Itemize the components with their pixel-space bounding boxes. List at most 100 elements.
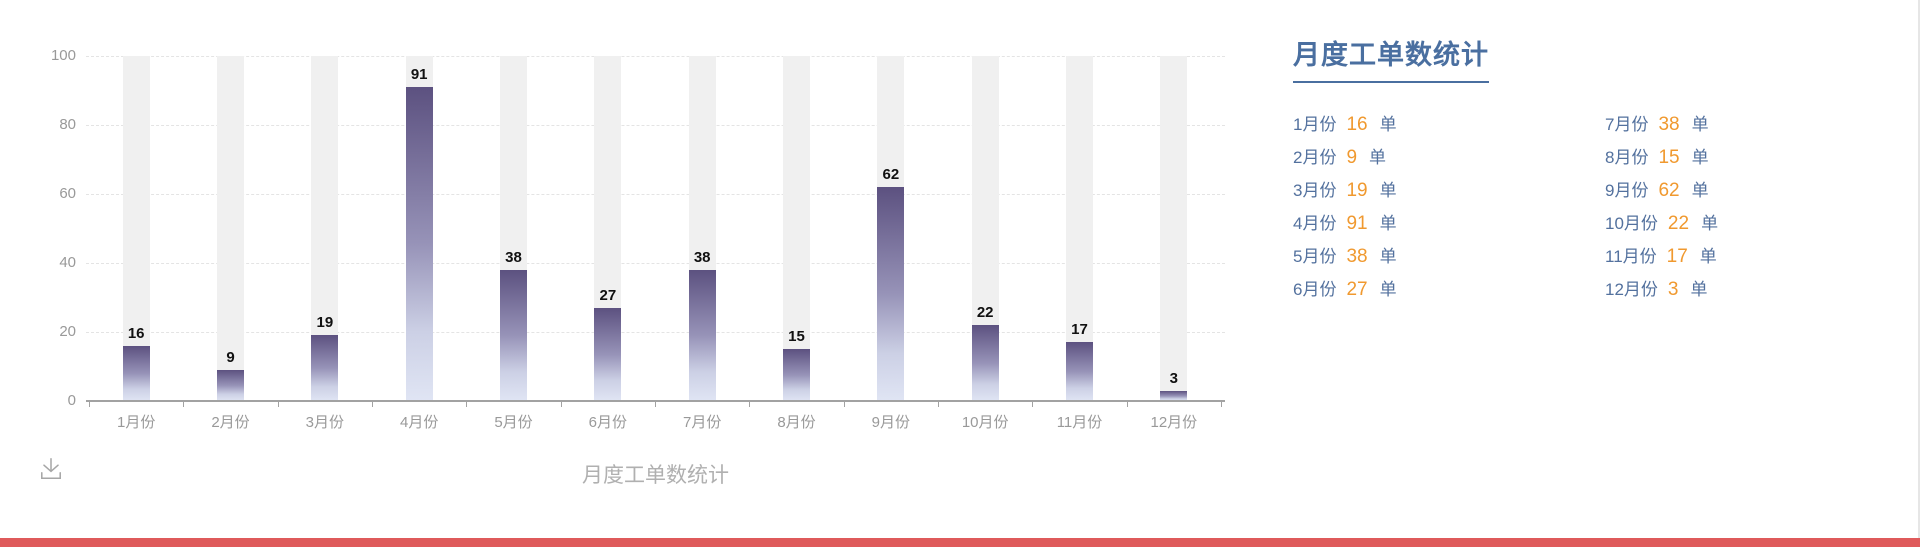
x-axis-label-1月份: 1月份: [116, 414, 156, 431]
bar-chart-plot: 0 20 40 60 80 100 16 1月份 9 2月份 19 3月份 91 4月份 38 5月份 27 6月…: [50, 47, 1225, 431]
summary-item-9月份: 9月份 62 单: [1605, 181, 1718, 201]
summary-item-6月份: 6月份 27 单: [1293, 280, 1853, 300]
y-axis-label-20: 20: [59, 323, 76, 340]
x-axis-label-11月份: 11月份: [1056, 414, 1103, 431]
summary-month-value: 91: [1346, 213, 1368, 234]
summary-month-label: 1月份: [1293, 115, 1337, 134]
summary-month-label: 12月份: [1605, 280, 1658, 299]
bar-1月份[interactable]: [122, 345, 150, 401]
summary-item-8月份: 8月份 15 单: [1605, 148, 1718, 168]
summary-item-2月份: 2月份 9 单: [1293, 148, 1853, 168]
bar-value-label-9月份: 62: [882, 166, 900, 184]
bar-10月份[interactable]: [971, 325, 999, 401]
summary-panel: 月度工单数统计 1月份 16 单 2月份 9 单 3月份 19 单 4月份 91 单 5月份 38 单 6月份…: [1293, 33, 1853, 313]
x-axis-tick: [938, 402, 939, 407]
bar-4月份[interactable]: [405, 87, 433, 401]
gridline-20: [86, 332, 1225, 333]
summary-unit-label: 单: [1379, 214, 1397, 233]
bar-value-label-4月份: 91: [410, 66, 428, 84]
summary-item-12月份: 12月份 3 单: [1605, 280, 1718, 300]
summary-item-7月份: 7月份 38 单: [1605, 115, 1718, 135]
x-axis-tick: [749, 402, 751, 407]
summary-month-value: 17: [1666, 246, 1688, 267]
bar-3月份[interactable]: [311, 335, 339, 401]
summary-item-3月份: 3月份 19 单: [1293, 181, 1853, 201]
x-axis-label-5月份: 5月份: [494, 414, 533, 431]
summary-item-4月份: 4月份 91 单: [1293, 214, 1853, 234]
bar-5月份[interactable]: [500, 269, 527, 401]
gridline-40: [86, 263, 1225, 264]
y-axis-label-0: 0: [67, 392, 76, 409]
x-axis-tick: [89, 402, 90, 407]
summary-column-2: 7月份 38 单 8月份 15 单 9月份 62 单 10月份 22 单 11月份 17 单 12月份 3 单: [1605, 115, 1718, 313]
x-axis-tick: [372, 402, 373, 407]
summary-month-label: 5月份: [1293, 247, 1337, 266]
download-icon: [41, 457, 61, 479]
summary-item-11月份: 11月份 17 单: [1605, 247, 1718, 267]
summary-month-value: 19: [1346, 180, 1368, 201]
bar-7月份[interactable]: [688, 269, 716, 401]
summary-unit-label: 单: [1701, 214, 1719, 233]
x-axis-line: [86, 400, 1225, 402]
summary-column-1: 1月份 16 单 2月份 9 单 3月份 19 单 4月份 91 单 5月份 38 单 6月份 27 单: [1293, 115, 1853, 300]
gridline-60: [86, 194, 1225, 195]
summary-month-value: 15: [1658, 147, 1680, 168]
summary-unit-label: 单: [1379, 115, 1397, 134]
download-chart-button[interactable]: [34, 452, 68, 486]
y-axis-label-100: 100: [50, 47, 76, 64]
gridline-80: [86, 125, 1225, 126]
bar-value-label-6月份: 27: [599, 286, 617, 304]
summary-unit-label: 单: [1379, 247, 1397, 266]
bar-value-label-10月份: 22: [976, 304, 994, 322]
summary-month-value: 16: [1346, 114, 1368, 135]
bar-11月份[interactable]: [1066, 342, 1093, 401]
x-axis-tick: [560, 402, 562, 407]
x-axis-label-6月份: 6月份: [588, 414, 627, 431]
summary-month-value: 38: [1346, 246, 1368, 267]
x-axis-label-10月份: 10月份: [961, 414, 1009, 431]
x-axis-label-4月份: 4月份: [399, 414, 439, 431]
bar-6月份[interactable]: [594, 307, 622, 401]
x-axis-label-12月份: 12月份: [1150, 414, 1198, 431]
summary-title: 月度工单数统计: [1293, 33, 1489, 83]
bar-9月份[interactable]: [877, 187, 905, 401]
bar-value-label-11月份: 17: [1071, 321, 1088, 339]
summary-unit-label: 单: [1691, 148, 1709, 167]
x-axis-tick: [1032, 402, 1034, 407]
bar-2月份[interactable]: [217, 369, 244, 401]
bar-12月份[interactable]: [1160, 390, 1188, 401]
bar-value-label-8月份: 15: [788, 328, 805, 346]
summary-month-label: 6月份: [1293, 280, 1337, 299]
x-axis-label-3月份: 3月份: [305, 414, 344, 431]
x-axis-label-7月份: 7月份: [682, 414, 722, 431]
summary-month-label: 2月份: [1293, 148, 1337, 167]
bar-value-label-3月份: 19: [316, 314, 334, 332]
summary-unit-label: 单: [1691, 115, 1709, 134]
y-axis-label-40: 40: [59, 254, 76, 271]
summary-unit-label: 单: [1691, 181, 1709, 200]
summary-month-value: 22: [1667, 213, 1690, 234]
bar-value-label-7月份: 38: [693, 248, 711, 266]
summary-unit-label: 单: [1369, 148, 1387, 167]
x-axis-tick: [277, 402, 279, 407]
x-axis-tick: [466, 402, 468, 407]
background-band-12月份: [1160, 56, 1188, 401]
summary-unit-label: 单: [1699, 247, 1717, 266]
right-edge-divider: [1918, 0, 1920, 538]
x-axis-tick: [1221, 402, 1222, 407]
bar-value-label-1月份: 16: [127, 324, 145, 342]
summary-unit-label: 单: [1690, 280, 1708, 299]
summary-month-value: 3: [1667, 279, 1679, 300]
bar-8月份[interactable]: [783, 349, 810, 401]
x-axis-tick: [655, 402, 656, 407]
bar-value-label-12月份: 3: [1169, 369, 1178, 387]
summary-month-value: 62: [1658, 180, 1680, 201]
monthly-orders-chart-card: 0 20 40 60 80 100 16 1月份 9 2月份 19 3月份 91 4月份 38 5月份 27 6月…: [34, 47, 1225, 487]
summary-month-value: 38: [1658, 114, 1680, 135]
x-axis-tick: [183, 402, 185, 407]
summary-columns: 1月份 16 单 2月份 9 单 3月份 19 单 4月份 91 单 5月份 38 单 6月份 27 单 7月份 3…: [1293, 115, 1853, 300]
x-axis-tick: [1126, 402, 1128, 407]
y-axis-label-80: 80: [59, 116, 76, 133]
summary-month-label: 3月份: [1293, 181, 1337, 200]
